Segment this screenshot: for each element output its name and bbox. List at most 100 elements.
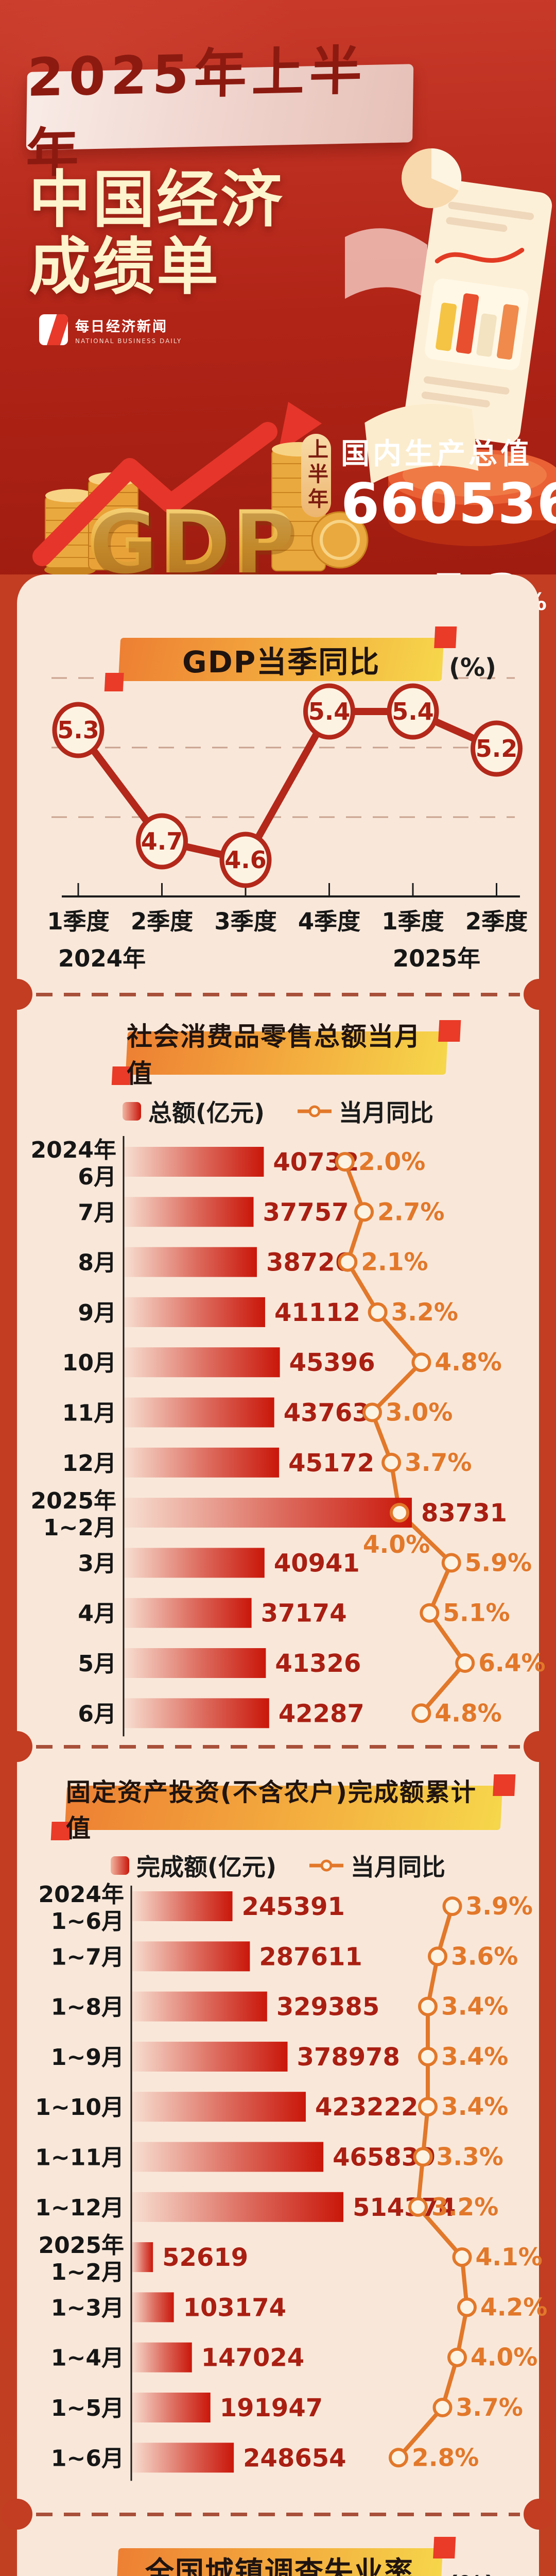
svg-text:3.3%: 3.3% <box>437 2143 503 2172</box>
svg-text:3.9%: 3.9% <box>466 1892 533 1921</box>
section-title-retail: 社会消费品零售总额当月值 <box>125 1022 448 1089</box>
svg-text:1~3月: 1~3月 <box>51 2295 124 2321</box>
section-title-fixed: 固定资产投资(不含农户)完成额累计值 <box>64 1778 503 1843</box>
svg-text:37757: 37757 <box>263 1198 349 1227</box>
section-title-gdp: GDP当季同比 <box>118 638 444 681</box>
unemployment-unit-label: (%) <box>448 2571 495 2576</box>
line-swatch-icon <box>309 1859 344 1872</box>
svg-text:6月: 6月 <box>78 1164 116 1190</box>
svg-text:41326: 41326 <box>275 1649 361 1678</box>
svg-text:4.0%: 4.0% <box>363 1531 430 1559</box>
svg-text:2024年: 2024年 <box>39 1882 124 1908</box>
svg-text:103174: 103174 <box>183 2293 286 2322</box>
svg-text:4.2%: 4.2% <box>480 2293 547 2321</box>
svg-text:6月: 6月 <box>78 1701 116 1727</box>
svg-text:4.8%: 4.8% <box>435 1699 501 1727</box>
svg-text:1~8月: 1~8月 <box>51 1994 124 2021</box>
svg-text:6.4%: 6.4% <box>478 1649 545 1677</box>
section-divider <box>36 1745 520 1749</box>
period-pill: 上半年 <box>301 434 331 517</box>
svg-text:2季度: 2季度 <box>131 908 193 935</box>
svg-text:1~6月: 1~6月 <box>51 1908 124 1935</box>
hero-illustration <box>345 148 556 546</box>
section-divider <box>36 993 520 996</box>
svg-text:5.3: 5.3 <box>57 716 99 744</box>
svg-text:1季度: 1季度 <box>47 908 109 935</box>
svg-text:2.0%: 2.0% <box>358 1148 425 1176</box>
ticket-notch <box>524 979 554 1010</box>
svg-text:1~2月: 1~2月 <box>51 2259 124 2285</box>
svg-text:3.2%: 3.2% <box>391 1298 458 1327</box>
svg-text:4.7: 4.7 <box>141 827 183 855</box>
svg-text:3.4%: 3.4% <box>441 2043 508 2071</box>
fixed-legend: 完成额(亿元) 当月同比 <box>17 1849 539 1883</box>
svg-text:1~7月: 1~7月 <box>51 1944 124 1970</box>
svg-text:8月: 8月 <box>78 1250 116 1276</box>
svg-text:5.9%: 5.9% <box>465 1549 532 1577</box>
ticket-notch <box>2 2499 32 2530</box>
svg-text:45172: 45172 <box>288 1449 374 1478</box>
gdp-label: 国内生产总值 <box>341 437 532 471</box>
svg-text:3.7%: 3.7% <box>456 2394 523 2422</box>
svg-text:4.8%: 4.8% <box>435 1348 501 1377</box>
svg-text:514374: 514374 <box>353 2193 456 2222</box>
svg-text:1~5月: 1~5月 <box>51 2395 124 2421</box>
nbd-logo-icon <box>39 314 68 345</box>
svg-text:3.7%: 3.7% <box>405 1449 472 1477</box>
svg-text:1~4月: 1~4月 <box>51 2345 124 2371</box>
svg-text:1~11月: 1~11月 <box>35 2145 124 2171</box>
svg-text:378978: 378978 <box>297 2043 400 2072</box>
svg-text:5.1%: 5.1% <box>443 1599 510 1628</box>
svg-text:37174: 37174 <box>261 1599 347 1628</box>
svg-text:41112: 41112 <box>274 1298 360 1327</box>
svg-text:2季度: 2季度 <box>465 908 528 935</box>
svg-text:245391: 245391 <box>242 1892 345 1921</box>
svg-text:2025年: 2025年 <box>393 945 480 972</box>
brand-logo: 每日经济新闻 NATIONAL BUSINESS DAILY <box>39 314 182 345</box>
svg-text:5.2: 5.2 <box>476 735 518 762</box>
retail-legend: 总额(亿元) 当月同比 <box>17 1094 539 1128</box>
svg-text:4季度: 4季度 <box>298 908 360 935</box>
svg-text:2025年: 2025年 <box>39 2232 124 2259</box>
gdp-unit-label: (%) <box>449 653 496 682</box>
svg-text:1~2月: 1~2月 <box>43 1515 116 1541</box>
svg-text:9月: 9月 <box>78 1300 116 1326</box>
svg-text:329385: 329385 <box>276 1993 379 2022</box>
svg-text:42287: 42287 <box>279 1699 364 1728</box>
gdp-quarterly-line-chart: 5.3 1季度 4.7 2季度 4.6 3季度 5.4 4季度 5.4 1季度 5.2 2季度 2024… <box>47 677 528 972</box>
svg-text:38726: 38726 <box>266 1248 352 1277</box>
svg-text:12月: 12月 <box>62 1450 116 1477</box>
svg-text:1~12月: 1~12月 <box>35 2195 124 2221</box>
ticket-notch <box>524 1731 554 1762</box>
logo-name-en: NATIONAL BUSINESS DAILY <box>75 337 182 345</box>
svg-text:147024: 147024 <box>201 2344 304 2372</box>
bar-swatch-icon <box>110 1856 129 1875</box>
svg-text:3.4%: 3.4% <box>441 2093 508 2121</box>
svg-text:1季度: 1季度 <box>381 908 444 935</box>
svg-text:5.4: 5.4 <box>392 698 434 725</box>
bar-swatch-icon <box>122 1102 141 1121</box>
svg-text:3.2%: 3.2% <box>431 2193 498 2222</box>
svg-text:10月: 10月 <box>62 1350 116 1376</box>
svg-text:1~9月: 1~9月 <box>51 2044 124 2071</box>
svg-text:2.7%: 2.7% <box>377 1198 444 1226</box>
svg-text:4.1%: 4.1% <box>476 2243 543 2272</box>
gdp-value: 660536 <box>341 472 556 536</box>
section-divider <box>36 2513 520 2516</box>
svg-text:2024年: 2024年 <box>31 1137 116 1163</box>
svg-text:4.6: 4.6 <box>224 846 267 874</box>
svg-text:1~10月: 1~10月 <box>35 2094 124 2121</box>
period-pill-label: 上半年 <box>304 438 328 513</box>
svg-text:52619: 52619 <box>162 2243 248 2272</box>
page-title-line2: 成绩单 <box>29 231 220 303</box>
svg-text:3月: 3月 <box>78 1550 116 1577</box>
svg-text:7月: 7月 <box>78 1199 116 1226</box>
svg-text:45396: 45396 <box>289 1348 375 1377</box>
svg-text:3.0%: 3.0% <box>386 1399 453 1427</box>
svg-text:1~6月: 1~6月 <box>51 2445 124 2471</box>
section-title-unemployment: 全国城镇调查失业率 <box>116 2548 443 2576</box>
svg-text:5.4: 5.4 <box>308 698 351 725</box>
